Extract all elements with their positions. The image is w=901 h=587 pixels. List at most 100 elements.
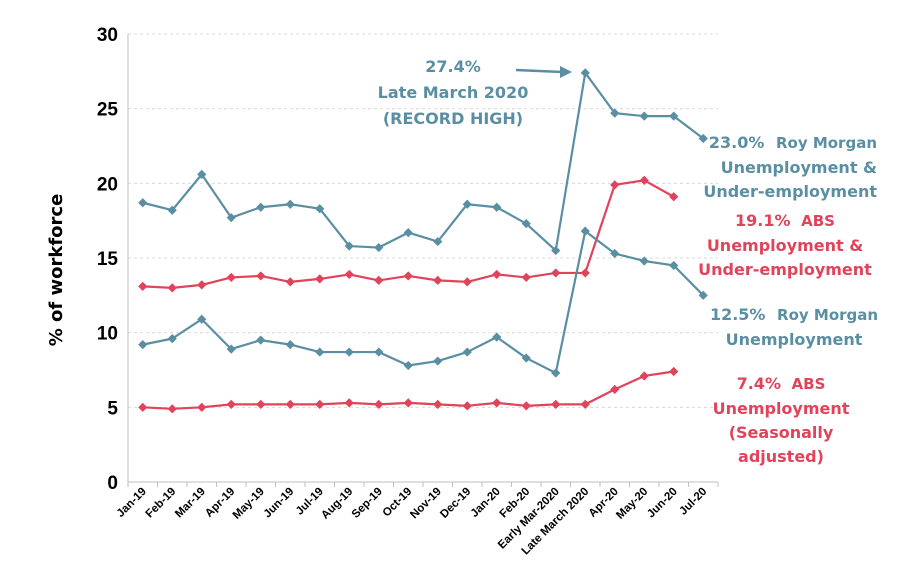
x-tick-label: Jun-19: [262, 486, 297, 521]
data-point-abs_unemp: [551, 399, 561, 409]
data-point-abs_unemp: [462, 401, 472, 411]
data-point-rm_under: [669, 111, 679, 121]
data-point-abs_unemp: [167, 404, 177, 414]
abs-under-annotation: 19.1% ABS Unemployment & Under-employmen…: [698, 211, 872, 279]
svg-text:19.1% ABS: 19.1% ABS: [735, 211, 835, 230]
abs-under-label1: ABS: [801, 212, 835, 230]
rm-under-annotation: 23.0% Roy Morgan Unemployment & Under-em…: [703, 133, 877, 201]
data-point-rm_under: [698, 133, 708, 144]
data-point-abs_under: [669, 192, 679, 202]
rm-under-line2: Unemployment &: [721, 158, 877, 177]
data-point-rm_unemp: [315, 347, 325, 357]
data-point-abs_unemp: [433, 399, 443, 409]
x-tick-labels: Jan-19Feb-19Mar-19Apr-19May-19Jun-19Jul-…: [115, 486, 710, 558]
y-tick-labels: 0 5 10 15 20 25 30: [97, 25, 119, 494]
svg-text:23.0% Roy Morgan: 23.0% Roy Morgan: [709, 133, 877, 152]
series-layer: [138, 68, 708, 414]
data-point-rm_unemp: [492, 332, 502, 342]
data-point-abs_under: [403, 271, 413, 281]
data-point-rm_under: [226, 213, 236, 223]
data-point-rm_under: [315, 204, 325, 214]
rm-unemp-annotation: 12.5% Roy Morgan Unemployment: [710, 305, 878, 349]
svg-text:12.5% Roy Morgan: 12.5% Roy Morgan: [710, 305, 878, 324]
data-point-rm_unemp: [167, 334, 177, 344]
data-point-rm_under: [433, 236, 443, 247]
x-tick-label: Jul-20: [677, 486, 709, 518]
data-point-rm_unemp: [639, 256, 649, 266]
data-point-abs_unemp: [374, 399, 384, 409]
rm-under-label1: Roy Morgan: [776, 134, 877, 152]
data-point-abs_under: [197, 280, 207, 290]
record-line3: (RECORD HIGH): [383, 109, 523, 128]
data-point-rm_under: [197, 169, 207, 179]
data-point-rm_under: [403, 228, 413, 238]
data-point-abs_unemp: [669, 366, 679, 377]
x-tick-label: Jun-20: [645, 486, 680, 521]
gridlines: [128, 33, 718, 408]
data-point-rm_unemp: [433, 356, 443, 366]
data-point-abs_under: [226, 272, 236, 283]
data-point-rm_unemp: [285, 340, 295, 350]
data-point-abs_under: [580, 268, 590, 278]
abs-under-value: 19.1%: [735, 211, 791, 230]
abs-unemp-line2: Unemployment: [713, 399, 850, 418]
rm-unemp-line2: Unemployment: [726, 330, 863, 349]
data-point-rm_under: [551, 245, 561, 256]
data-point-abs_unemp: [610, 384, 620, 395]
data-point-abs_unemp: [403, 398, 413, 408]
data-point-rm_under: [492, 202, 502, 212]
data-point-abs_under: [138, 281, 148, 291]
rm-unemp-label1: Roy Morgan: [777, 306, 878, 324]
x-tick-label: Nov-19: [408, 486, 444, 522]
rm-unemp-value: 12.5%: [710, 305, 766, 324]
y-tick-25: 25: [97, 100, 119, 121]
rm-under-value: 23.0%: [709, 133, 765, 152]
record-high-annotation: 27.4% Late March 2020 (RECORD HIGH): [378, 57, 572, 128]
data-point-rm_under: [639, 111, 649, 121]
data-point-abs_under: [492, 269, 502, 280]
axes: [127, 34, 719, 487]
y-axis-label: % of workforce: [46, 194, 67, 347]
data-point-rm_under: [521, 219, 531, 229]
data-point-abs_unemp: [344, 398, 354, 408]
abs-under-line3: Under-employment: [698, 260, 872, 279]
data-point-rm_unemp: [138, 340, 148, 350]
x-tick-label: Feb-19: [144, 486, 179, 521]
record-arrow-head: [560, 66, 572, 78]
data-point-abs_under: [344, 269, 354, 280]
data-point-abs_unemp: [521, 401, 531, 411]
data-point-rm_under: [167, 205, 177, 215]
data-point-abs_under: [462, 277, 472, 287]
data-point-rm_unemp: [462, 347, 472, 357]
data-point-abs_unemp: [256, 399, 266, 409]
data-point-rm_under: [256, 202, 266, 212]
data-point-abs_under: [639, 175, 649, 185]
data-point-rm_unemp: [197, 314, 207, 324]
data-point-abs_unemp: [226, 399, 236, 409]
data-point-rm_under: [462, 199, 472, 209]
data-point-abs_unemp: [580, 399, 590, 409]
data-point-abs_under: [167, 283, 177, 293]
record-arrow-line: [515, 68, 563, 74]
series-line-rm_unemp: [142, 230, 705, 375]
data-point-rm_unemp: [226, 344, 236, 354]
abs-unemp-line3: (Seasonally: [729, 423, 834, 442]
data-point-abs_under: [610, 180, 620, 190]
y-tick-0: 0: [107, 473, 118, 494]
y-tick-15: 15: [97, 249, 119, 270]
data-point-abs_under: [315, 274, 325, 284]
data-point-rm_under: [285, 199, 295, 209]
data-point-rm_under: [138, 198, 148, 208]
data-point-rm_unemp: [344, 347, 354, 357]
y-tick-20: 20: [97, 174, 118, 195]
data-point-abs_under: [285, 277, 295, 287]
data-point-rm_under: [610, 108, 620, 118]
data-point-abs_unemp: [138, 402, 148, 412]
record-line2: Late March 2020: [378, 83, 529, 102]
data-point-abs_under: [374, 275, 384, 285]
data-point-rm_unemp: [551, 368, 561, 378]
series-line-rm_under: [142, 71, 704, 252]
abs-unemp-annotation: 7.4% ABS Unemployment (Seasonally adjust…: [713, 374, 850, 466]
data-point-rm_under: [344, 241, 354, 251]
